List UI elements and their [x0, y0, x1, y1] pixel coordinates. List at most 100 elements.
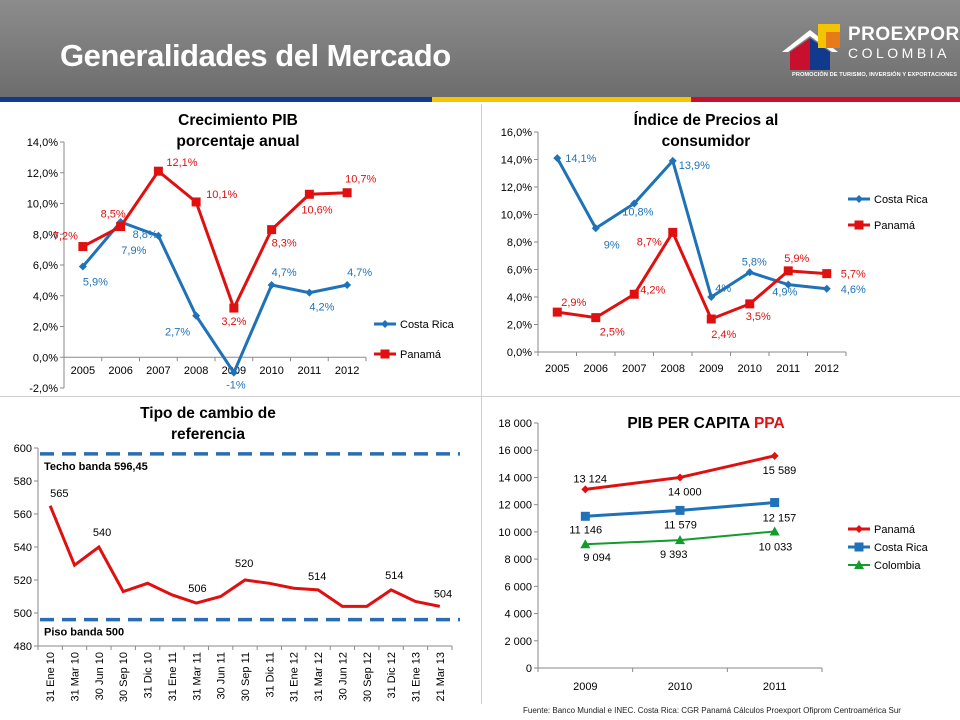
data-label: 15 589	[763, 465, 797, 477]
x-tick-label: 21 Mar 13	[435, 652, 447, 702]
data-label: 8,5%	[101, 209, 126, 221]
x-tick-label: 31 Dic 11	[264, 652, 276, 698]
data-label: 5,9%	[83, 277, 108, 289]
data-label: 540	[93, 527, 111, 539]
data-point	[745, 268, 754, 277]
y-tick-label: 10,0%	[501, 210, 532, 222]
data-point	[745, 299, 755, 309]
data-label: 9 094	[583, 552, 611, 564]
x-tick-label: 2005	[545, 363, 569, 375]
x-tick-label: 31 Ene 11	[167, 652, 179, 701]
data-label: 10,8%	[622, 207, 653, 219]
x-tick-label: 30 Jun 11	[216, 652, 228, 700]
data-label: 514	[308, 571, 326, 583]
y-tick-label: 16 000	[498, 445, 532, 457]
legend-marker	[380, 349, 390, 359]
y-tick-label: 480	[14, 641, 32, 653]
series-line-panamá	[557, 229, 827, 321]
x-tick-label: 30 Sep 11	[240, 652, 252, 701]
data-point	[675, 535, 685, 545]
x-tick-label: 2010	[668, 681, 692, 693]
data-point	[676, 473, 684, 482]
data-label: 4,2%	[309, 302, 334, 314]
data-point	[305, 288, 314, 297]
proexport-logo: PROEXPORT COLOMBIA PROMOCIÓN DE TURISMO,…	[772, 18, 960, 88]
data-label: 7,9%	[121, 245, 146, 257]
x-tick-label: 2011	[776, 363, 800, 375]
y-tick-label: 12,0%	[27, 168, 58, 180]
vertical-divider	[481, 104, 482, 704]
y-tick-label: 14,0%	[501, 155, 532, 167]
data-label: 8,3%	[272, 238, 297, 250]
piso-band-label: Piso banda 500	[44, 627, 124, 639]
data-point	[769, 526, 780, 536]
chart-crecimiento-pib: Crecimiento PIB porcentaje anual -2,0% 0,0%…	[27, 112, 455, 395]
chart-title: Crecimiento PIB	[178, 112, 298, 129]
data-point	[822, 269, 832, 279]
y-tick-label: 18 000	[498, 418, 532, 430]
data-point	[153, 166, 163, 176]
data-label: 4,2%	[640, 284, 665, 296]
data-label: 4,7%	[347, 267, 372, 279]
y-tick-label: 0	[526, 663, 532, 675]
legend-label: Panamá	[874, 220, 916, 232]
legend-marker	[855, 195, 863, 203]
x-tick-label: 2010	[259, 365, 283, 377]
logo-tagline: PROMOCIÓN DE TURISMO, INVERSIÓN Y EXPORT…	[792, 72, 958, 78]
x-tick-label: 2007	[146, 365, 170, 377]
data-label: 5,8%	[742, 256, 767, 268]
data-point	[304, 189, 314, 199]
x-tick-label: 31 Mar 11	[191, 652, 203, 701]
x-tick-label: 2007	[622, 363, 646, 375]
data-point	[267, 225, 277, 235]
x-tick-label: 2008	[184, 365, 208, 377]
chart-indice-precios: Índice de Precios al consumidor 0,0% 2,0% 4,…	[501, 112, 929, 375]
data-label: 9 393	[660, 549, 688, 561]
data-label: 514	[385, 570, 403, 582]
y-tick-label: 560	[14, 509, 32, 521]
data-label: 520	[235, 558, 253, 570]
series-line-panamá	[585, 454, 776, 491]
data-point	[822, 284, 831, 293]
legend-label: Costa Rica	[874, 542, 929, 554]
data-label: 10,6%	[301, 204, 332, 216]
data-label: 13 124	[573, 473, 607, 485]
legend-label: Costa Rica	[874, 194, 929, 206]
legend-label: Colombia	[874, 560, 921, 572]
y-tick-label: 16,0%	[501, 127, 532, 139]
data-label: 12 157	[763, 513, 797, 525]
y-tick-label: 10,0%	[27, 199, 58, 211]
house-logo-icon	[782, 24, 840, 70]
y-tick-label: 2,0%	[507, 320, 532, 332]
data-point	[707, 293, 716, 301]
data-point	[552, 307, 562, 317]
data-point	[784, 280, 793, 289]
data-label: 8,7%	[637, 236, 662, 248]
y-tick-label: 4,0%	[507, 292, 532, 304]
y-tick-label: 12,0%	[501, 182, 532, 194]
data-label: 2,7%	[165, 327, 190, 339]
series-line-tipo-de-cambio	[48, 505, 441, 608]
data-label: 2,4%	[711, 329, 736, 341]
y-tick-label: 580	[14, 476, 32, 488]
data-label: 10,1%	[206, 189, 237, 201]
y-tick-label: 4 000	[504, 609, 532, 621]
y-tick-label: 8,0%	[33, 229, 58, 241]
data-label: 14,1%	[565, 153, 596, 165]
data-label: 4%	[715, 283, 731, 295]
x-tick-label: 2008	[661, 363, 685, 375]
x-tick-label: 2010	[738, 363, 762, 375]
data-point	[116, 222, 126, 232]
data-label: 11 579	[664, 519, 697, 531]
data-label: -1%	[226, 380, 246, 392]
horizontal-divider	[0, 396, 960, 397]
data-label: 2,5%	[600, 327, 625, 339]
y-tick-label: 8,0%	[507, 237, 532, 249]
y-tick-label: 500	[14, 608, 32, 620]
x-tick-label: 2011	[298, 365, 322, 377]
y-tick-label: 10 000	[498, 527, 532, 539]
data-point	[668, 227, 678, 237]
chart-title: PIB PER CAPITA PPA	[627, 415, 784, 432]
chart-title: Tipo de cambio de	[140, 405, 276, 422]
series-line-panamá	[82, 169, 348, 312]
